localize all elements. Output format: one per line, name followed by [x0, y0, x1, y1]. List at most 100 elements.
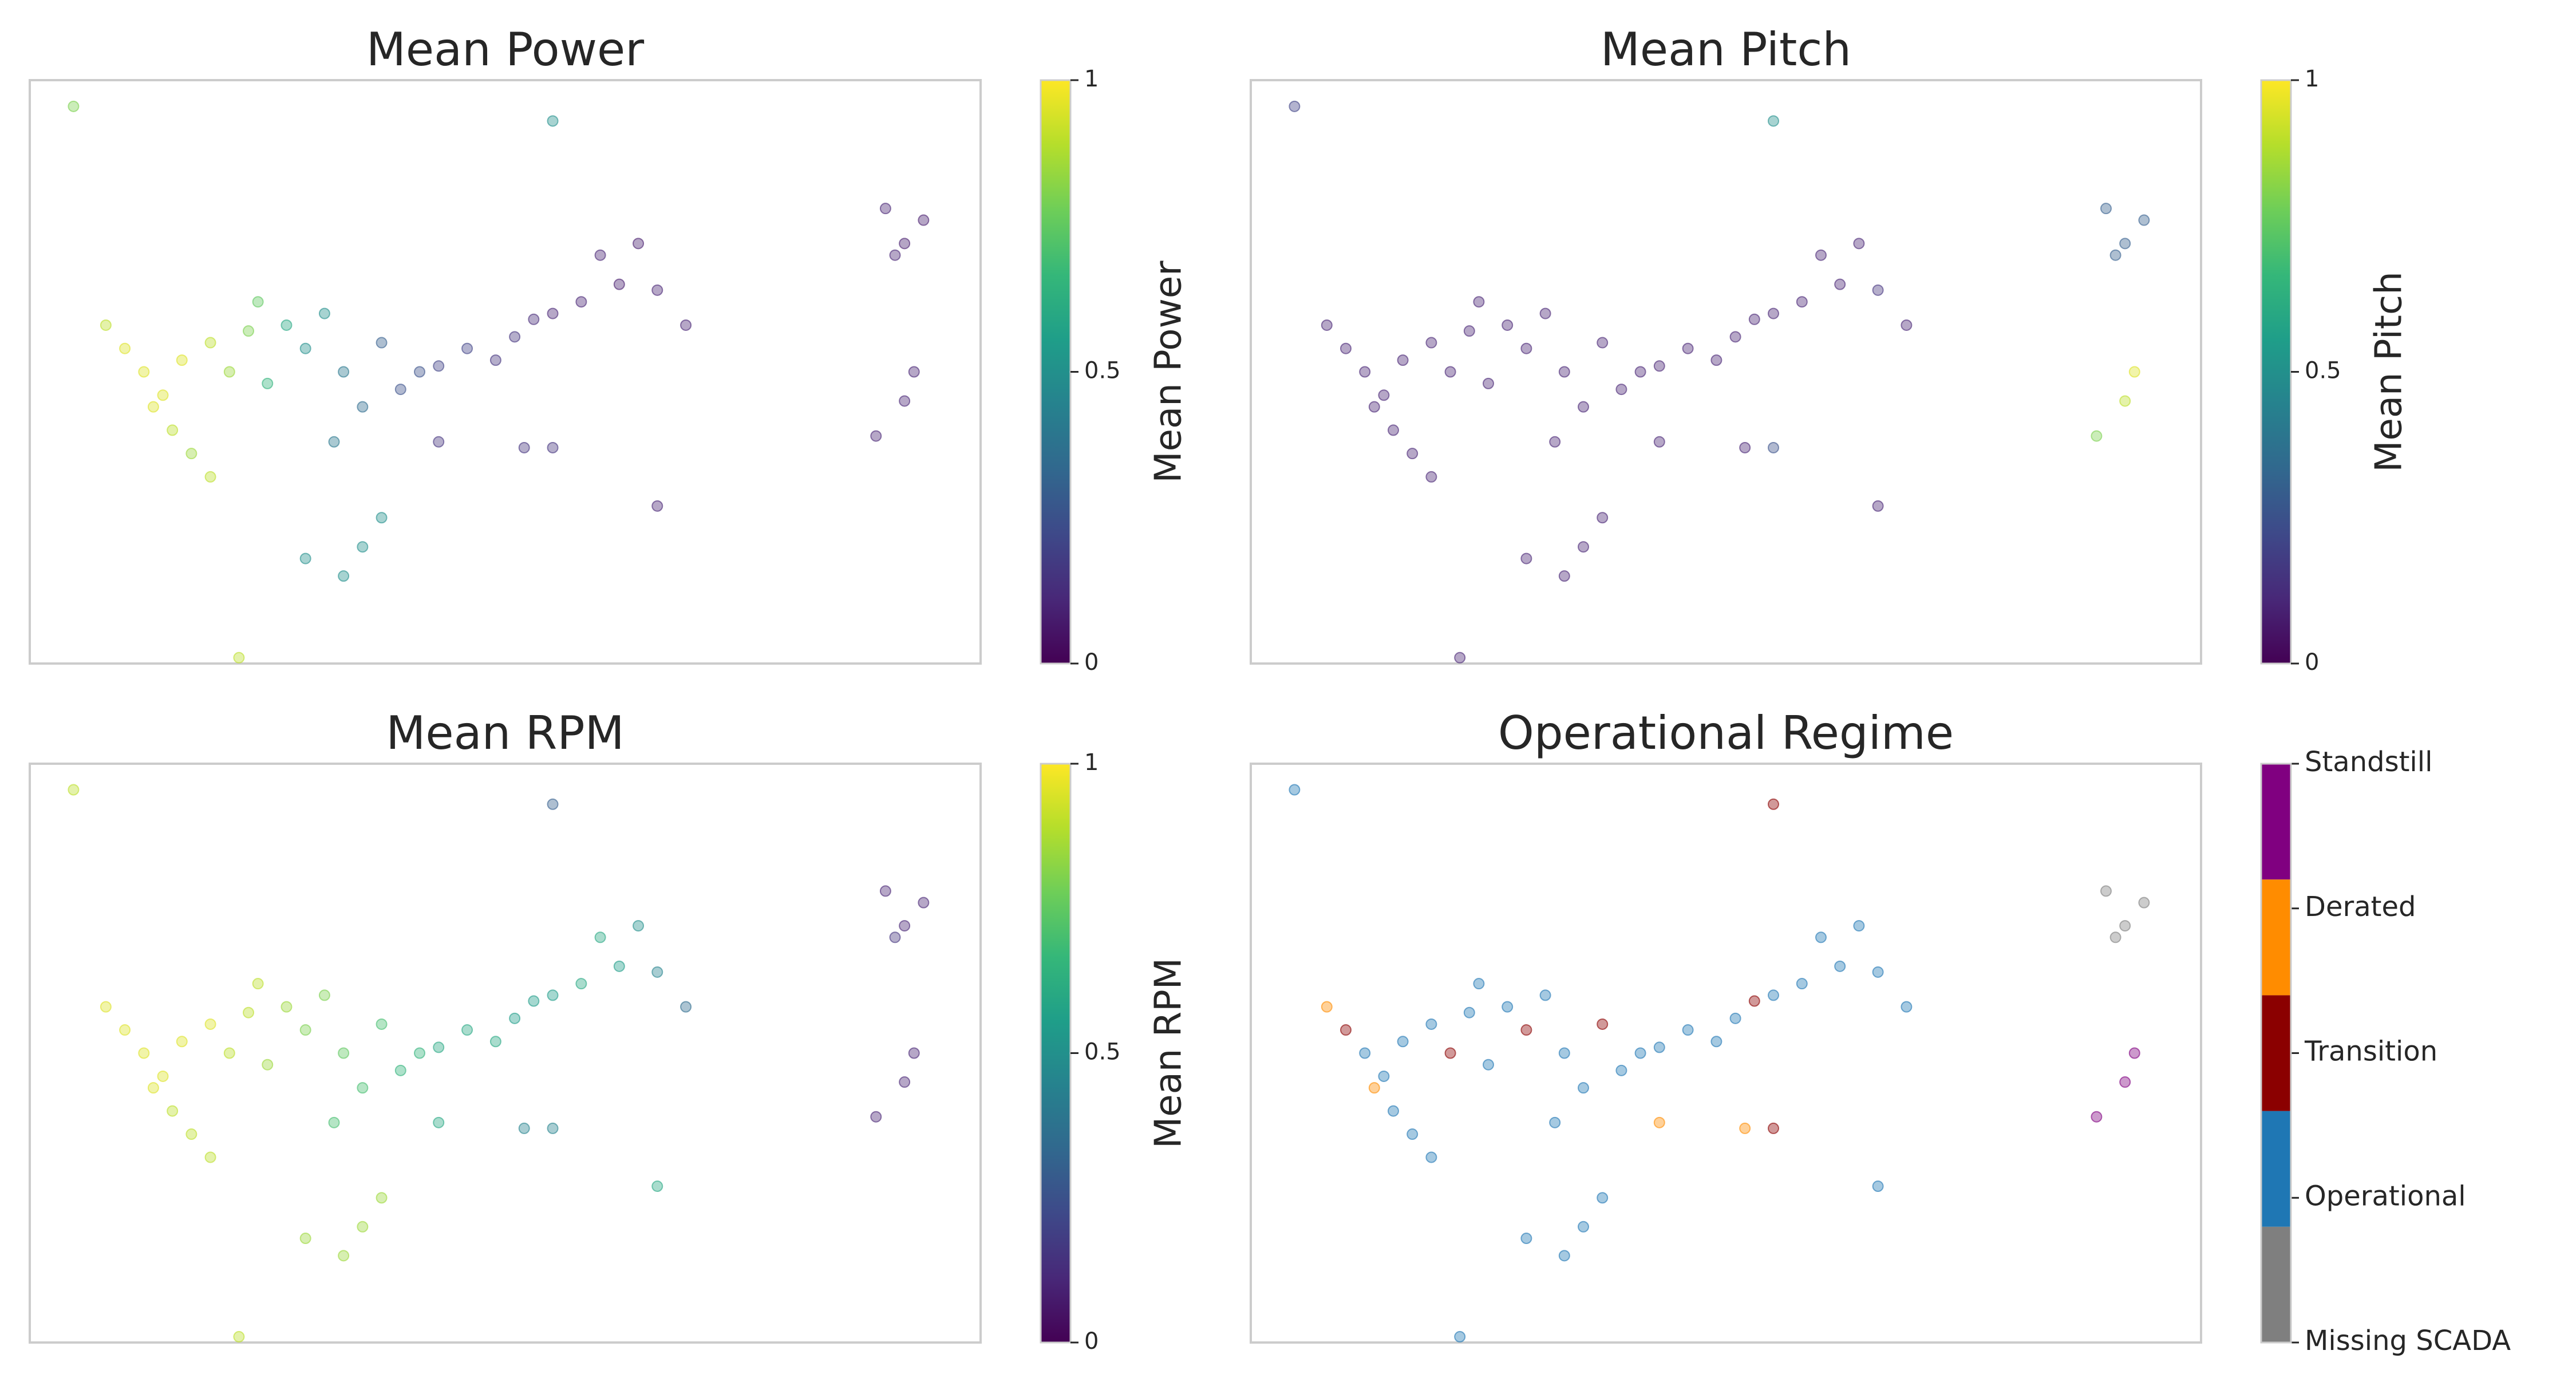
- point: [233, 652, 245, 664]
- point: [1578, 401, 1589, 413]
- point: [461, 342, 473, 354]
- colorbar-segment: [2261, 1111, 2291, 1227]
- point: [528, 313, 540, 325]
- point: [1502, 1001, 1514, 1013]
- point: [1739, 1122, 1751, 1134]
- point: [1901, 319, 1913, 331]
- point: [1901, 1001, 1913, 1013]
- point: [394, 1064, 406, 1076]
- chart-title: Mean Pitch: [1601, 23, 1851, 76]
- point: [1539, 307, 1551, 319]
- point: [509, 1012, 521, 1024]
- point: [299, 1233, 311, 1245]
- point: [1483, 377, 1494, 389]
- point: [2128, 366, 2140, 378]
- point: [918, 214, 930, 226]
- point: [870, 1111, 882, 1123]
- point: [1872, 500, 1884, 512]
- point: [1853, 920, 1865, 932]
- point: [1578, 1221, 1589, 1233]
- point: [1463, 325, 1475, 337]
- point: [1748, 313, 1760, 325]
- point: [1289, 100, 1301, 112]
- point: [2109, 931, 2121, 943]
- point: [328, 436, 340, 448]
- point: [489, 1036, 501, 1048]
- point: [461, 1024, 473, 1036]
- chart-title: Mean Power: [366, 23, 644, 76]
- point: [2119, 920, 2131, 932]
- point: [1653, 360, 1665, 372]
- plot-frame: [1250, 79, 2202, 665]
- point: [280, 319, 293, 331]
- point: [651, 966, 663, 978]
- point: [338, 1250, 350, 1262]
- point: [68, 100, 80, 112]
- point: [138, 1047, 150, 1059]
- point: [1653, 1116, 1665, 1128]
- point: [299, 552, 311, 564]
- point: [280, 1001, 293, 1013]
- point: [1388, 424, 1399, 436]
- point: [357, 541, 369, 553]
- point: [528, 995, 540, 1007]
- point: [318, 307, 330, 319]
- point: [433, 1041, 445, 1053]
- point: [1597, 1018, 1609, 1030]
- point: [1321, 1001, 1333, 1013]
- point: [2128, 1047, 2140, 1059]
- point: [2119, 395, 2131, 407]
- point: [1597, 1192, 1609, 1204]
- point: [1558, 1047, 1570, 1059]
- point: [223, 366, 235, 378]
- point: [204, 471, 216, 483]
- point: [1454, 652, 1466, 664]
- point: [167, 424, 179, 436]
- point: [1634, 1047, 1646, 1059]
- point: [908, 366, 920, 378]
- point: [262, 377, 274, 389]
- point: [575, 296, 587, 308]
- colorbar-segment: [2261, 995, 2291, 1111]
- colorbar-tick-label: 0: [1084, 649, 1099, 676]
- point: [899, 920, 911, 932]
- colorbar-segment: [2261, 879, 2291, 996]
- point: [1710, 354, 1722, 366]
- point: [908, 1047, 920, 1059]
- point: [1425, 471, 1437, 483]
- point: [1425, 1018, 1437, 1030]
- point: [1368, 1082, 1380, 1094]
- point: [1834, 960, 1846, 972]
- point: [1425, 1151, 1437, 1163]
- point: [1558, 1250, 1570, 1262]
- point: [1454, 1330, 1466, 1343]
- plot-frame: [1250, 763, 2202, 1344]
- point: [651, 284, 663, 296]
- point: [376, 1018, 388, 1030]
- point: [1444, 1047, 1456, 1059]
- point: [252, 978, 264, 990]
- point: [1615, 1064, 1627, 1076]
- point: [1444, 366, 1456, 378]
- point: [547, 1122, 559, 1134]
- point: [1359, 366, 1371, 378]
- point: [1520, 1233, 1532, 1245]
- point: [299, 342, 311, 354]
- point: [1768, 307, 1779, 319]
- point: [1872, 1180, 1884, 1193]
- point: [1502, 319, 1514, 331]
- colorbar-segment: [2261, 1226, 2291, 1343]
- point: [1768, 441, 1779, 453]
- point: [613, 960, 625, 972]
- point: [547, 115, 559, 127]
- chart-title: Mean RPM: [386, 706, 624, 760]
- point: [633, 920, 645, 932]
- point: [509, 331, 521, 343]
- point: [1768, 1122, 1779, 1134]
- point: [889, 931, 901, 943]
- point: [204, 1018, 216, 1030]
- point: [1578, 1082, 1589, 1094]
- point: [299, 1024, 311, 1036]
- colorbar-tick-label: 0: [1084, 1328, 1099, 1355]
